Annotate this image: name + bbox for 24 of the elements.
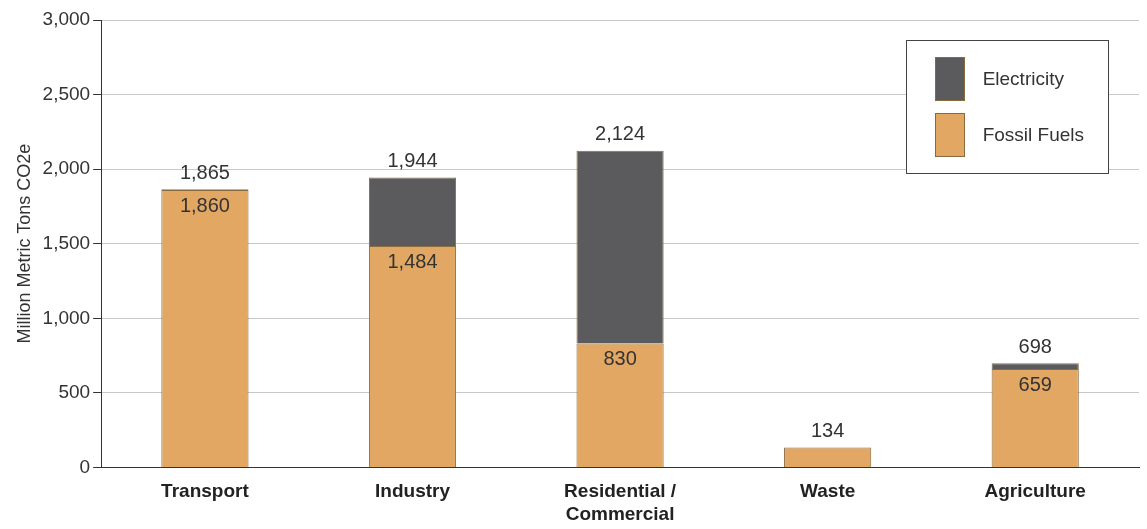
y-tick-label: 0: [79, 455, 91, 477]
legend-label: Electricity: [982, 68, 1064, 90]
y-tick-label: 1,500: [42, 231, 91, 253]
total-label: 1,865: [179, 160, 230, 183]
x-tick-label: Residential / Commercial: [564, 480, 677, 524]
data-label: 659: [1018, 372, 1052, 395]
data-label: 1,484: [387, 249, 438, 272]
data-label: 830: [603, 347, 637, 370]
total-label: 134: [810, 418, 845, 441]
y-tick-label: 2,500: [42, 82, 91, 104]
total-label: 1,944: [387, 149, 438, 171]
y-tick-label: 2,000: [42, 157, 91, 179]
y-axis-title: Million Metric Tons CO2e: [13, 143, 34, 344]
x-tick-label: Transport: [161, 480, 250, 502]
x-tick-label: Waste: [800, 480, 856, 502]
x-tick-label: Agriculture: [984, 480, 1086, 502]
y-tick-label: 3,000: [42, 8, 91, 30]
y-tick-label: 500: [58, 381, 91, 403]
total-label: 698: [1018, 334, 1052, 357]
y-tick-label: 1,000: [42, 306, 91, 328]
legend-label: Fossil Fuels: [982, 124, 1084, 146]
total-label: 2,124: [595, 122, 646, 145]
x-tick-label: Industry: [375, 480, 451, 502]
data-label: 1,860: [179, 193, 230, 216]
